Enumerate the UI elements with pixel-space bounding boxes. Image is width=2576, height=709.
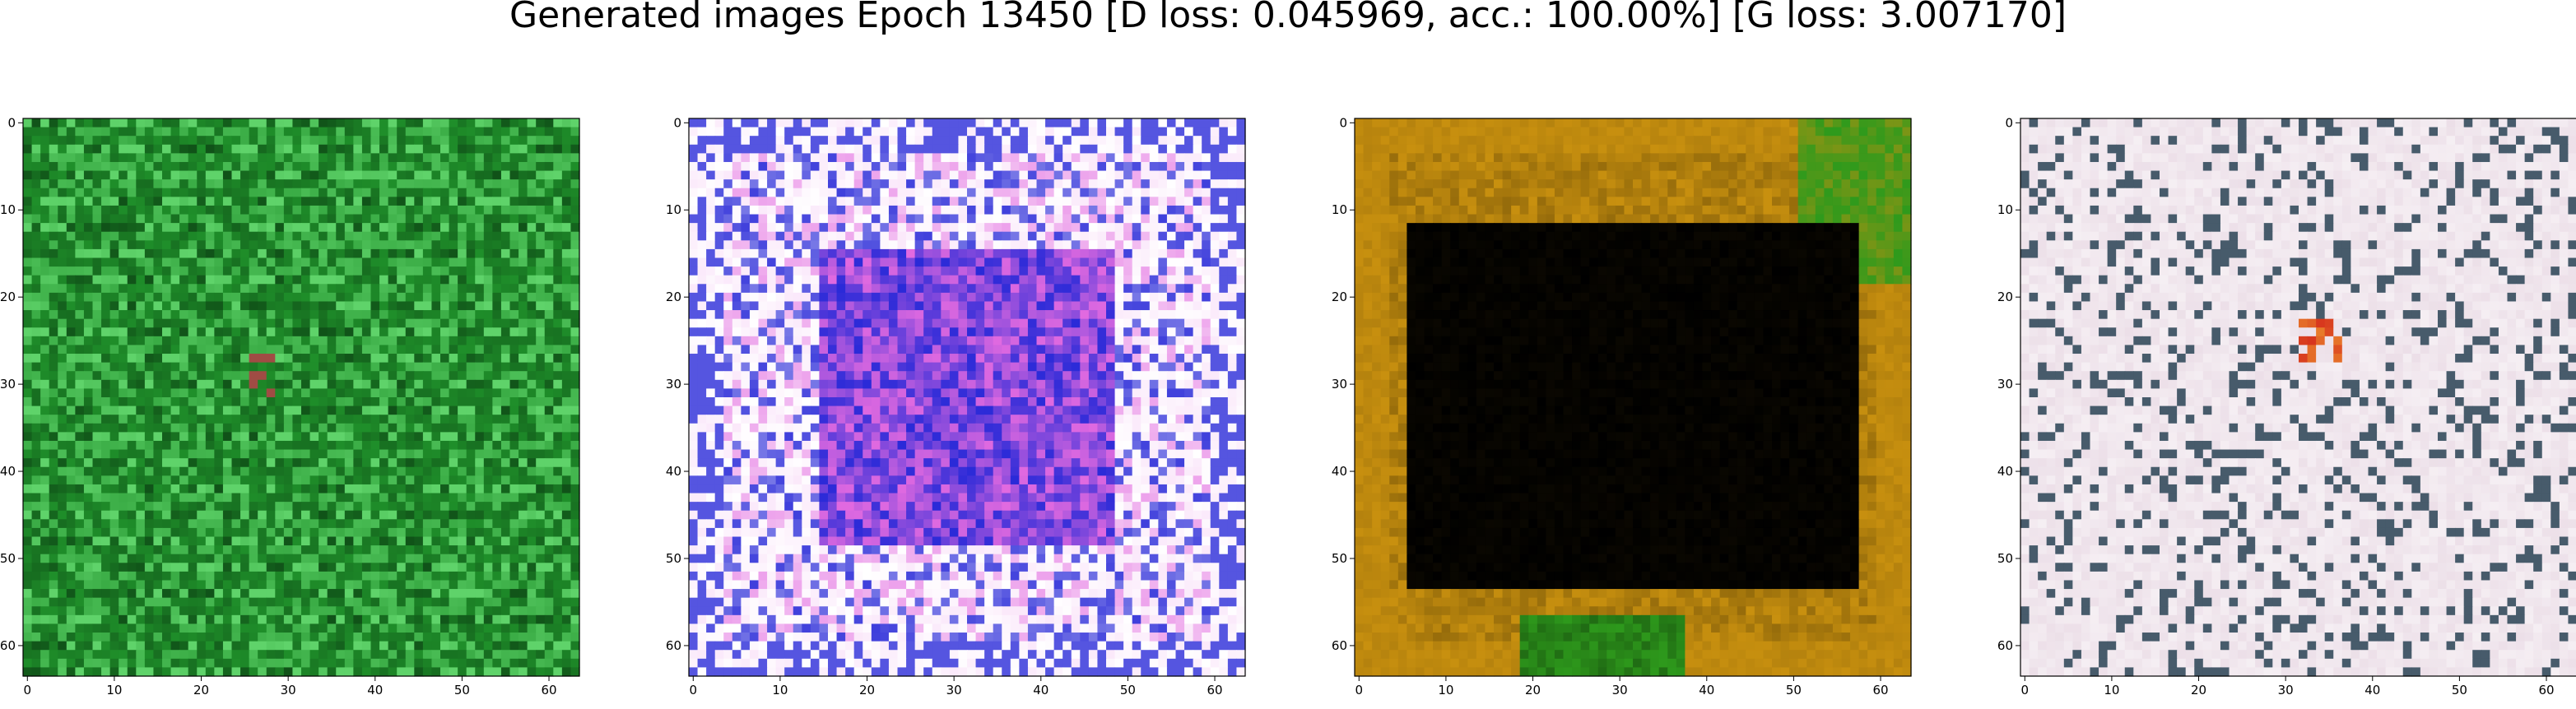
y-tick-label: 40 [1997, 464, 2013, 479]
y-tick-label: 10 [666, 202, 681, 217]
y-tick-label: 0 [7, 115, 16, 130]
y-tick-label: 40 [0, 464, 16, 479]
x-tick-label: 20 [193, 683, 209, 697]
y-tick-label: 0 [1339, 115, 1347, 130]
y-tick-label: 0 [2005, 115, 2013, 130]
y-tick-label: 40 [666, 464, 681, 479]
y-tick-label: 60 [1997, 638, 2013, 653]
y-tick-label: 30 [666, 377, 681, 392]
x-tick-label: 0 [690, 683, 698, 697]
panel-svg: 0 10 20 30 40 50 60 0 10 20 30 40 50 60 [1330, 118, 1919, 709]
x-tick-label: 60 [2538, 683, 2554, 697]
x-tick-label: 30 [946, 683, 962, 697]
x-tick-label: 40 [1033, 683, 1049, 697]
x-tick-label: 0 [1355, 683, 1364, 697]
x-tick-label: 60 [1207, 683, 1222, 697]
x-tick-label: 30 [1612, 683, 1628, 697]
x-tick-label: 10 [106, 683, 122, 697]
x-tick-label: 50 [454, 683, 470, 697]
x-tick-label: 10 [2104, 683, 2119, 697]
x-tick-label: 30 [281, 683, 296, 697]
x-tick-label: 10 [1438, 683, 1453, 697]
y-tick-label: 20 [1997, 290, 2013, 304]
y-tick-label: 30 [1332, 377, 1347, 392]
y-tick-label: 60 [666, 638, 681, 653]
y-tick-label: 50 [0, 551, 16, 566]
y-tick-label: 50 [1332, 551, 1347, 566]
generated-image [2020, 118, 2576, 677]
y-tick-label: 40 [1332, 464, 1347, 479]
x-tick-label: 60 [1872, 683, 1888, 697]
figure-title: Generated images Epoch 13450 [D loss: 0.… [0, 0, 2576, 35]
generated-image [1355, 118, 1912, 677]
y-tick-label: 20 [666, 290, 681, 304]
y-tick-label: 10 [0, 202, 16, 217]
panel-svg: 0 10 20 30 40 50 60 0 10 20 30 40 50 60 [0, 118, 588, 709]
x-tick-label: 20 [1525, 683, 1541, 697]
x-tick-label: 20 [859, 683, 875, 697]
y-tick-label: 20 [0, 290, 16, 304]
y-tick-label: 60 [1332, 638, 1347, 653]
panel-svg: 0 10 20 30 40 50 60 0 10 20 30 40 50 60 [1996, 118, 2576, 709]
x-tick-label: 60 [541, 683, 556, 697]
x-tick-label: 40 [367, 683, 383, 697]
y-tick-label: 50 [666, 551, 681, 566]
y-tick-label: 60 [0, 638, 16, 653]
x-tick-label: 10 [772, 683, 788, 697]
x-tick-label: 0 [2021, 683, 2030, 697]
y-tick-label: 30 [1997, 377, 2013, 392]
x-tick-label: 40 [1699, 683, 1714, 697]
y-tick-label: 50 [1997, 551, 2013, 566]
x-tick-label: 0 [24, 683, 32, 697]
y-tick-label: 30 [0, 377, 16, 392]
generated-image [23, 118, 580, 677]
x-tick-label: 20 [2191, 683, 2206, 697]
x-tick-label: 30 [2278, 683, 2294, 697]
y-tick-label: 10 [1997, 202, 2013, 217]
x-tick-label: 50 [1120, 683, 1136, 697]
x-tick-label: 40 [2364, 683, 2380, 697]
x-tick-label: 50 [2452, 683, 2467, 697]
generated-image [689, 118, 1246, 677]
y-tick-label: 10 [1332, 202, 1347, 217]
y-tick-label: 0 [673, 115, 681, 130]
x-tick-label: 50 [1786, 683, 1802, 697]
y-tick-label: 20 [1332, 290, 1347, 304]
panel-svg: 0 10 20 30 40 50 60 0 10 20 30 40 50 60 [664, 118, 1253, 709]
